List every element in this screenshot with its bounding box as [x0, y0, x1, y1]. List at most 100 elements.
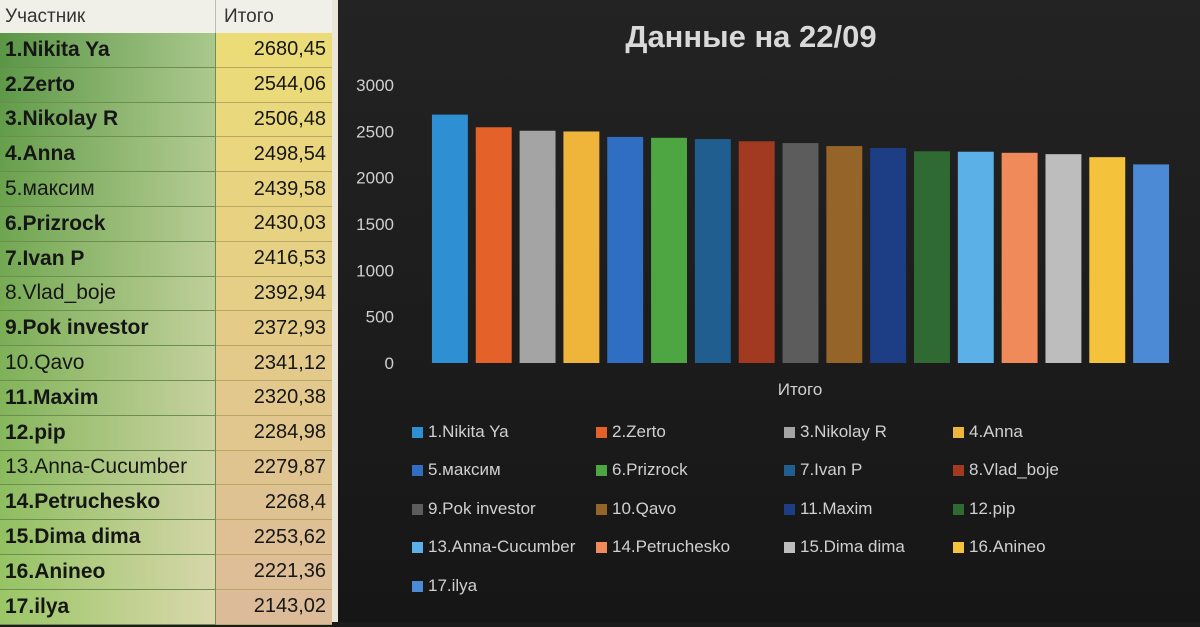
- participant-cell[interactable]: 9.Pok investor: [0, 311, 216, 347]
- y-tick-label: 2500: [356, 122, 394, 141]
- total-cell[interactable]: 2143,02: [216, 589, 332, 625]
- participant-cell[interactable]: 17.ilya: [0, 589, 216, 625]
- table-row: 4.Anna 2498,54: [0, 137, 332, 173]
- legend-swatch: [412, 581, 423, 592]
- participant-cell[interactable]: 10.Qavo: [0, 346, 216, 381]
- legend-label: 10.Qavo: [612, 499, 676, 518]
- total-cell[interactable]: 2439,58: [216, 172, 332, 207]
- legend-swatch: [784, 427, 795, 438]
- legend-label: 11.Maxim: [800, 499, 872, 518]
- participant-cell[interactable]: 14.Petruchesko: [0, 485, 216, 521]
- y-tick-label: 1500: [356, 215, 394, 234]
- bar: [431, 114, 468, 363]
- table-row: 8.Vlad_boje 2392,94: [0, 276, 332, 312]
- y-tick-label: 500: [366, 308, 394, 327]
- legend-swatch: [596, 504, 607, 515]
- y-tick-label: 3000: [356, 76, 394, 95]
- total-cell[interactable]: 2279,87: [216, 450, 332, 486]
- participant-cell[interactable]: 11.Maxim: [0, 381, 216, 416]
- table-row: 12.pip 2284,98: [0, 415, 332, 451]
- participant-cell[interactable]: 16.Anineo: [0, 555, 216, 590]
- bar: [1045, 154, 1082, 363]
- total-cell[interactable]: 2221,36: [216, 555, 332, 590]
- bar: [651, 137, 687, 363]
- header-row: Участник Итого: [0, 0, 332, 34]
- legend-swatch: [784, 465, 795, 476]
- bar-chart: Данные на 22/09 0 500 1000 1500 2000 2500 3000 И…: [356, 19, 1170, 595]
- legend-label: 3.Nikolay R: [800, 422, 887, 441]
- legend-swatch: [412, 465, 423, 476]
- legend-swatch: [784, 504, 795, 515]
- legend-swatch: [784, 542, 795, 553]
- legend-swatch: [412, 427, 423, 438]
- legend-label: 12.pip: [969, 499, 1015, 518]
- total-cell[interactable]: 2430,03: [216, 207, 332, 242]
- bar: [563, 131, 600, 363]
- legend-swatch: [953, 542, 964, 553]
- legend-label: 1.Nikita Ya: [428, 422, 509, 441]
- bar: [475, 127, 512, 363]
- table-row: 10.Qavo 2341,12: [0, 346, 332, 381]
- legend-swatch: [596, 427, 607, 438]
- legend-label: 2.Zerto: [612, 422, 666, 441]
- legend-swatch: [412, 542, 423, 553]
- table-row: 13.Anna-Cucumber 2279,87: [0, 450, 332, 486]
- participant-cell[interactable]: 1.Nikita Ya: [0, 33, 216, 68]
- participant-cell[interactable]: 2.Zerto: [0, 67, 216, 103]
- table-row: 6.Prizrock 2430,03: [0, 207, 332, 242]
- participant-cell[interactable]: 6.Prizrock: [0, 207, 216, 242]
- table-row: 17.ilya 2143,02: [0, 589, 332, 625]
- bar: [694, 139, 731, 363]
- participant-cell[interactable]: 3.Nikolay R: [0, 102, 216, 138]
- total-cell[interactable]: 2372,93: [216, 311, 332, 347]
- legend-swatch: [953, 465, 964, 476]
- legend-swatch: [953, 504, 964, 515]
- total-cell[interactable]: 2341,12: [216, 346, 332, 381]
- table-row: 1.Nikita Ya 2680,45: [0, 33, 332, 68]
- legend-swatch: [596, 542, 607, 553]
- total-cell[interactable]: 2680,45: [216, 33, 332, 68]
- chart-area: Данные на 22/09 0 500 1000 1500 2000 2500 3000 И…: [338, 0, 1200, 622]
- total-cell[interactable]: 2320,38: [216, 381, 332, 416]
- total-cell[interactable]: 2506,48: [216, 102, 332, 138]
- total-cell[interactable]: 2392,94: [216, 276, 332, 312]
- participant-cell[interactable]: 5.максим: [0, 172, 216, 207]
- participant-cell[interactable]: 7.Ivan P: [0, 241, 216, 277]
- chart-title: Данные на 22/09: [625, 19, 876, 54]
- participant-cell[interactable]: 4.Anna: [0, 137, 216, 173]
- table-row: 2.Zerto 2544,06: [0, 67, 332, 103]
- bar: [607, 136, 644, 363]
- legend-label: 7.Ivan P: [800, 460, 862, 479]
- table-row: 3.Nikolay R 2506,48: [0, 102, 332, 138]
- total-cell[interactable]: 2416,53: [216, 241, 332, 277]
- x-axis-label: Итого: [778, 380, 823, 399]
- table-row: 14.Petruchesko 2268,4: [0, 485, 332, 521]
- header-participant[interactable]: Участник: [0, 0, 216, 34]
- bar: [1089, 157, 1126, 363]
- total-cell[interactable]: 2544,06: [216, 67, 332, 103]
- bar: [782, 143, 819, 363]
- participant-cell[interactable]: 13.Anna-Cucumber: [0, 450, 216, 486]
- table-row: 16.Anineo 2221,36: [0, 555, 332, 590]
- bar: [914, 151, 950, 363]
- legend-label: 5.максим: [428, 460, 501, 479]
- bar: [519, 130, 556, 363]
- participant-cell[interactable]: 12.pip: [0, 415, 216, 451]
- participant-cell[interactable]: 15.Dima dima: [0, 520, 216, 555]
- participant-cell[interactable]: 8.Vlad_boje: [0, 276, 216, 312]
- total-cell[interactable]: 2284,98: [216, 415, 332, 451]
- y-tick-label: 1000: [356, 261, 394, 280]
- legend-label: 8.Vlad_boje: [969, 460, 1059, 479]
- spreadsheet-panel: Участник Итого 1.Nikita Ya 2680,45 2.Zerto…: [0, 0, 338, 625]
- header-total[interactable]: Итого: [216, 0, 332, 34]
- table-row: 9.Pok investor 2372,93: [0, 311, 332, 347]
- bar: [826, 146, 863, 363]
- total-cell[interactable]: 2253,62: [216, 520, 332, 555]
- legend-label: 16.Anineo: [969, 537, 1046, 556]
- bar: [870, 147, 907, 363]
- total-cell[interactable]: 2498,54: [216, 137, 332, 173]
- total-cell[interactable]: 2268,4: [216, 485, 332, 521]
- legend-label: 13.Anna-Cucumber: [428, 537, 576, 556]
- legend-label: 4.Anna: [969, 422, 1023, 441]
- bar: [1133, 164, 1170, 363]
